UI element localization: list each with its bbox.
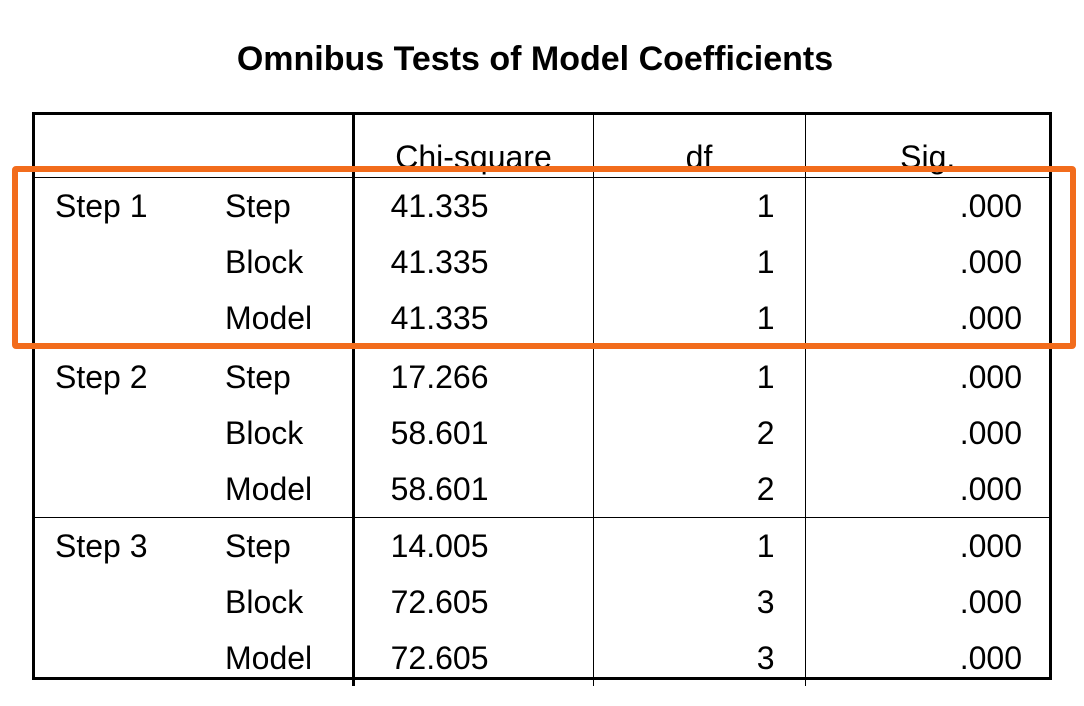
df-cell: 1 [593, 177, 806, 234]
header-sig: Sig. [805, 115, 1050, 178]
chi-square-cell: 41.335 [353, 234, 594, 290]
step-label-empty [35, 234, 195, 290]
row-label: Step [195, 517, 355, 574]
chi-square-cell: 14.005 [353, 517, 594, 574]
df-cell: 1 [593, 290, 806, 349]
header-row: Chi-square df Sig. [35, 115, 1050, 178]
step-label: Step 2 [55, 359, 148, 395]
header-empty-2 [195, 115, 355, 178]
row-label: Block [195, 234, 355, 290]
sig-cell: .000 [805, 461, 1050, 518]
table-row: Model 41.335 1 .000 [35, 290, 1050, 349]
row-label: Block [195, 574, 355, 630]
chi-square-cell: 72.605 [353, 630, 594, 686]
step-label-empty [35, 405, 195, 461]
table-row: Block 41.335 1 .000 [35, 234, 1050, 290]
table-row: Step 1 Step 41.335 1 .000 [35, 177, 1050, 234]
df-cell: 1 [593, 347, 806, 405]
step-label: Step 3 [55, 528, 148, 564]
table-row: Block 72.605 3 .000 [35, 574, 1050, 630]
header-empty-1 [35, 115, 195, 178]
row-label: Step [195, 347, 355, 405]
chi-square-cell: 17.266 [353, 347, 594, 405]
step-label-empty [35, 461, 195, 518]
table-title: Omnibus Tests of Model Coefficients [236, 40, 834, 78]
header-df: df [593, 115, 806, 178]
chi-square-cell: 41.335 [353, 290, 594, 349]
sig-cell: .000 [959, 640, 1022, 676]
df-cell: 1 [593, 517, 806, 574]
sig-cell: .000 [805, 290, 1050, 349]
sig-cell: .000 [959, 528, 1022, 564]
table-row: Model 72.605 3 .000 [35, 630, 1050, 686]
df-cell: 2 [593, 405, 806, 461]
df-cell: 3 [593, 630, 806, 686]
sig-cell: .000 [959, 415, 1022, 451]
step-label-empty [35, 630, 195, 686]
chi-square-cell: 58.601 [353, 405, 594, 461]
row-label: Model [195, 630, 355, 686]
chi-square-cell: 72.605 [353, 574, 594, 630]
row-label: Model [195, 461, 355, 518]
table-row: Step 2 Step 17.266 1 .000 [35, 347, 1050, 405]
table-row: Block 58.601 2 .000 [35, 405, 1050, 461]
sig-cell: .000 [959, 584, 1022, 620]
df-cell: 2 [593, 461, 806, 518]
df-cell: 1 [593, 234, 806, 290]
step-label: Step 1 [55, 188, 148, 224]
sig-cell: .000 [959, 188, 1022, 224]
sig-cell: .000 [959, 359, 1022, 395]
header-chi-square: Chi-square [353, 115, 594, 178]
step-label-empty [35, 290, 195, 349]
row-label: Block [195, 405, 355, 461]
step-label-empty [35, 574, 195, 630]
sig-cell: .000 [959, 244, 1022, 280]
table-row: Model 58.601 2 .000 [35, 461, 1050, 518]
chi-square-cell: 58.601 [353, 461, 594, 518]
chi-square-cell: 41.335 [353, 177, 594, 234]
table-row: Step 3 Step 14.005 1 .000 [35, 517, 1050, 574]
df-cell: 3 [593, 574, 806, 630]
row-label: Step [195, 177, 355, 234]
row-label: Model [195, 290, 355, 349]
omnibus-table: Chi-square df Sig. Step 1 Step 41.335 1 … [32, 112, 1052, 686]
